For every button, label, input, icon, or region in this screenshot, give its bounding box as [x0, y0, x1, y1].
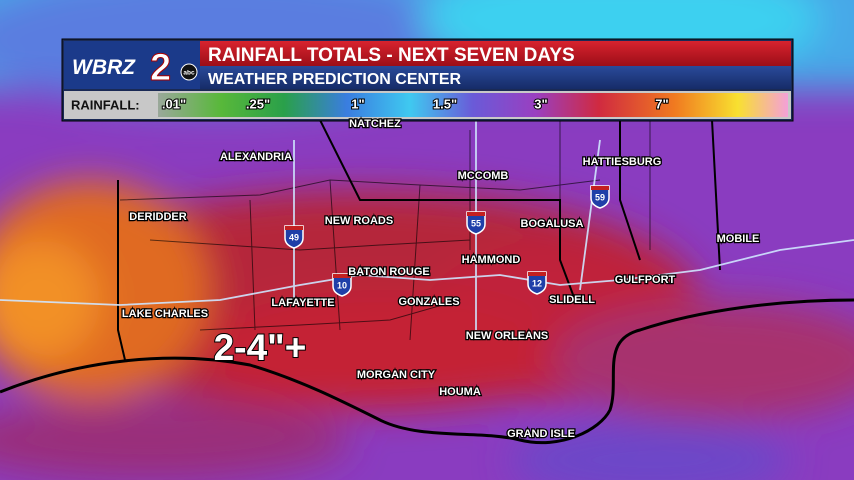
coastline: [0, 298, 854, 445]
shield-number: 55: [471, 218, 481, 228]
shield-shape: [466, 211, 486, 235]
legend-tick: 3": [534, 96, 547, 111]
shield-shape: [284, 225, 304, 249]
shield-number: 59: [595, 192, 605, 202]
city-label: GONZALES: [398, 296, 459, 308]
shield-number: 49: [289, 232, 299, 242]
title-bar: [200, 41, 791, 66]
shield-number: 12: [532, 278, 542, 288]
shield-shape: [332, 273, 352, 297]
city-label: NATCHEZ: [349, 118, 401, 130]
subtitle: WEATHER PREDICTION CENTER: [208, 71, 461, 88]
logo-box: [64, 41, 200, 89]
city-label: SLIDELL: [549, 294, 595, 306]
city-label: MCCOMB: [458, 170, 509, 182]
legend-tick: 1": [351, 96, 364, 111]
city-label: NEW ORLEANS: [466, 330, 549, 342]
city-label: BATON ROUGE: [348, 266, 430, 278]
city-label: MOBILE: [717, 233, 760, 245]
legend-scale: [158, 93, 788, 117]
shield-top: [333, 274, 351, 278]
city-label: DERIDDER: [129, 211, 187, 223]
subtitle-bar: [200, 66, 791, 89]
city-label: ALEXANDRIA: [220, 151, 292, 163]
shield-top: [285, 226, 303, 230]
shield-top: [467, 212, 485, 216]
logo-call: WBRZ: [72, 56, 136, 79]
city-label: GULFPORT: [615, 274, 676, 286]
shield-top: [591, 186, 609, 190]
state-borders: [117, 119, 721, 361]
city-label: GRAND ISLE: [507, 428, 575, 440]
legend-tick: .25": [246, 96, 270, 111]
city-label: LAFAYETTE: [271, 297, 334, 309]
interstate-shield: 10: [332, 273, 352, 297]
annotation: 2-4"+: [214, 327, 307, 368]
city-label: HATTIESBURG: [583, 156, 662, 168]
shield-shape: [527, 271, 547, 295]
shield-top: [528, 272, 546, 276]
legend-label: RAINFALL:: [71, 97, 140, 112]
legend-tick: 1.5": [433, 96, 457, 111]
interstate-shield: 49: [284, 225, 304, 249]
network-badge: [180, 63, 198, 81]
county-lines: [119, 120, 651, 341]
logo-network: abc: [183, 70, 195, 77]
interstate-shield: 59: [590, 185, 610, 209]
city-label: NEW ROADS: [325, 215, 393, 227]
city-label: HOUMA: [439, 386, 481, 398]
legend-tick: 7": [655, 96, 668, 111]
title: RAINFALL TOTALS - NEXT SEVEN DAYS: [208, 45, 575, 66]
legend-tick: .01": [162, 96, 186, 111]
shield-number: 10: [337, 280, 347, 290]
city-label: LAKE CHARLES: [122, 308, 208, 320]
city-label: MORGAN CITY: [357, 369, 436, 381]
header-panel: WBRZ 2 abc RAINFALL TOTALS - NEXT SEVEN …: [61, 38, 794, 122]
interstate-shield: 12: [527, 271, 547, 295]
logo-number: 2: [150, 47, 171, 89]
interstate-shield: 55: [466, 211, 486, 235]
city-label: BOGALUSA: [521, 218, 584, 230]
city-label: HAMMOND: [462, 254, 521, 266]
shield-shape: [590, 185, 610, 209]
